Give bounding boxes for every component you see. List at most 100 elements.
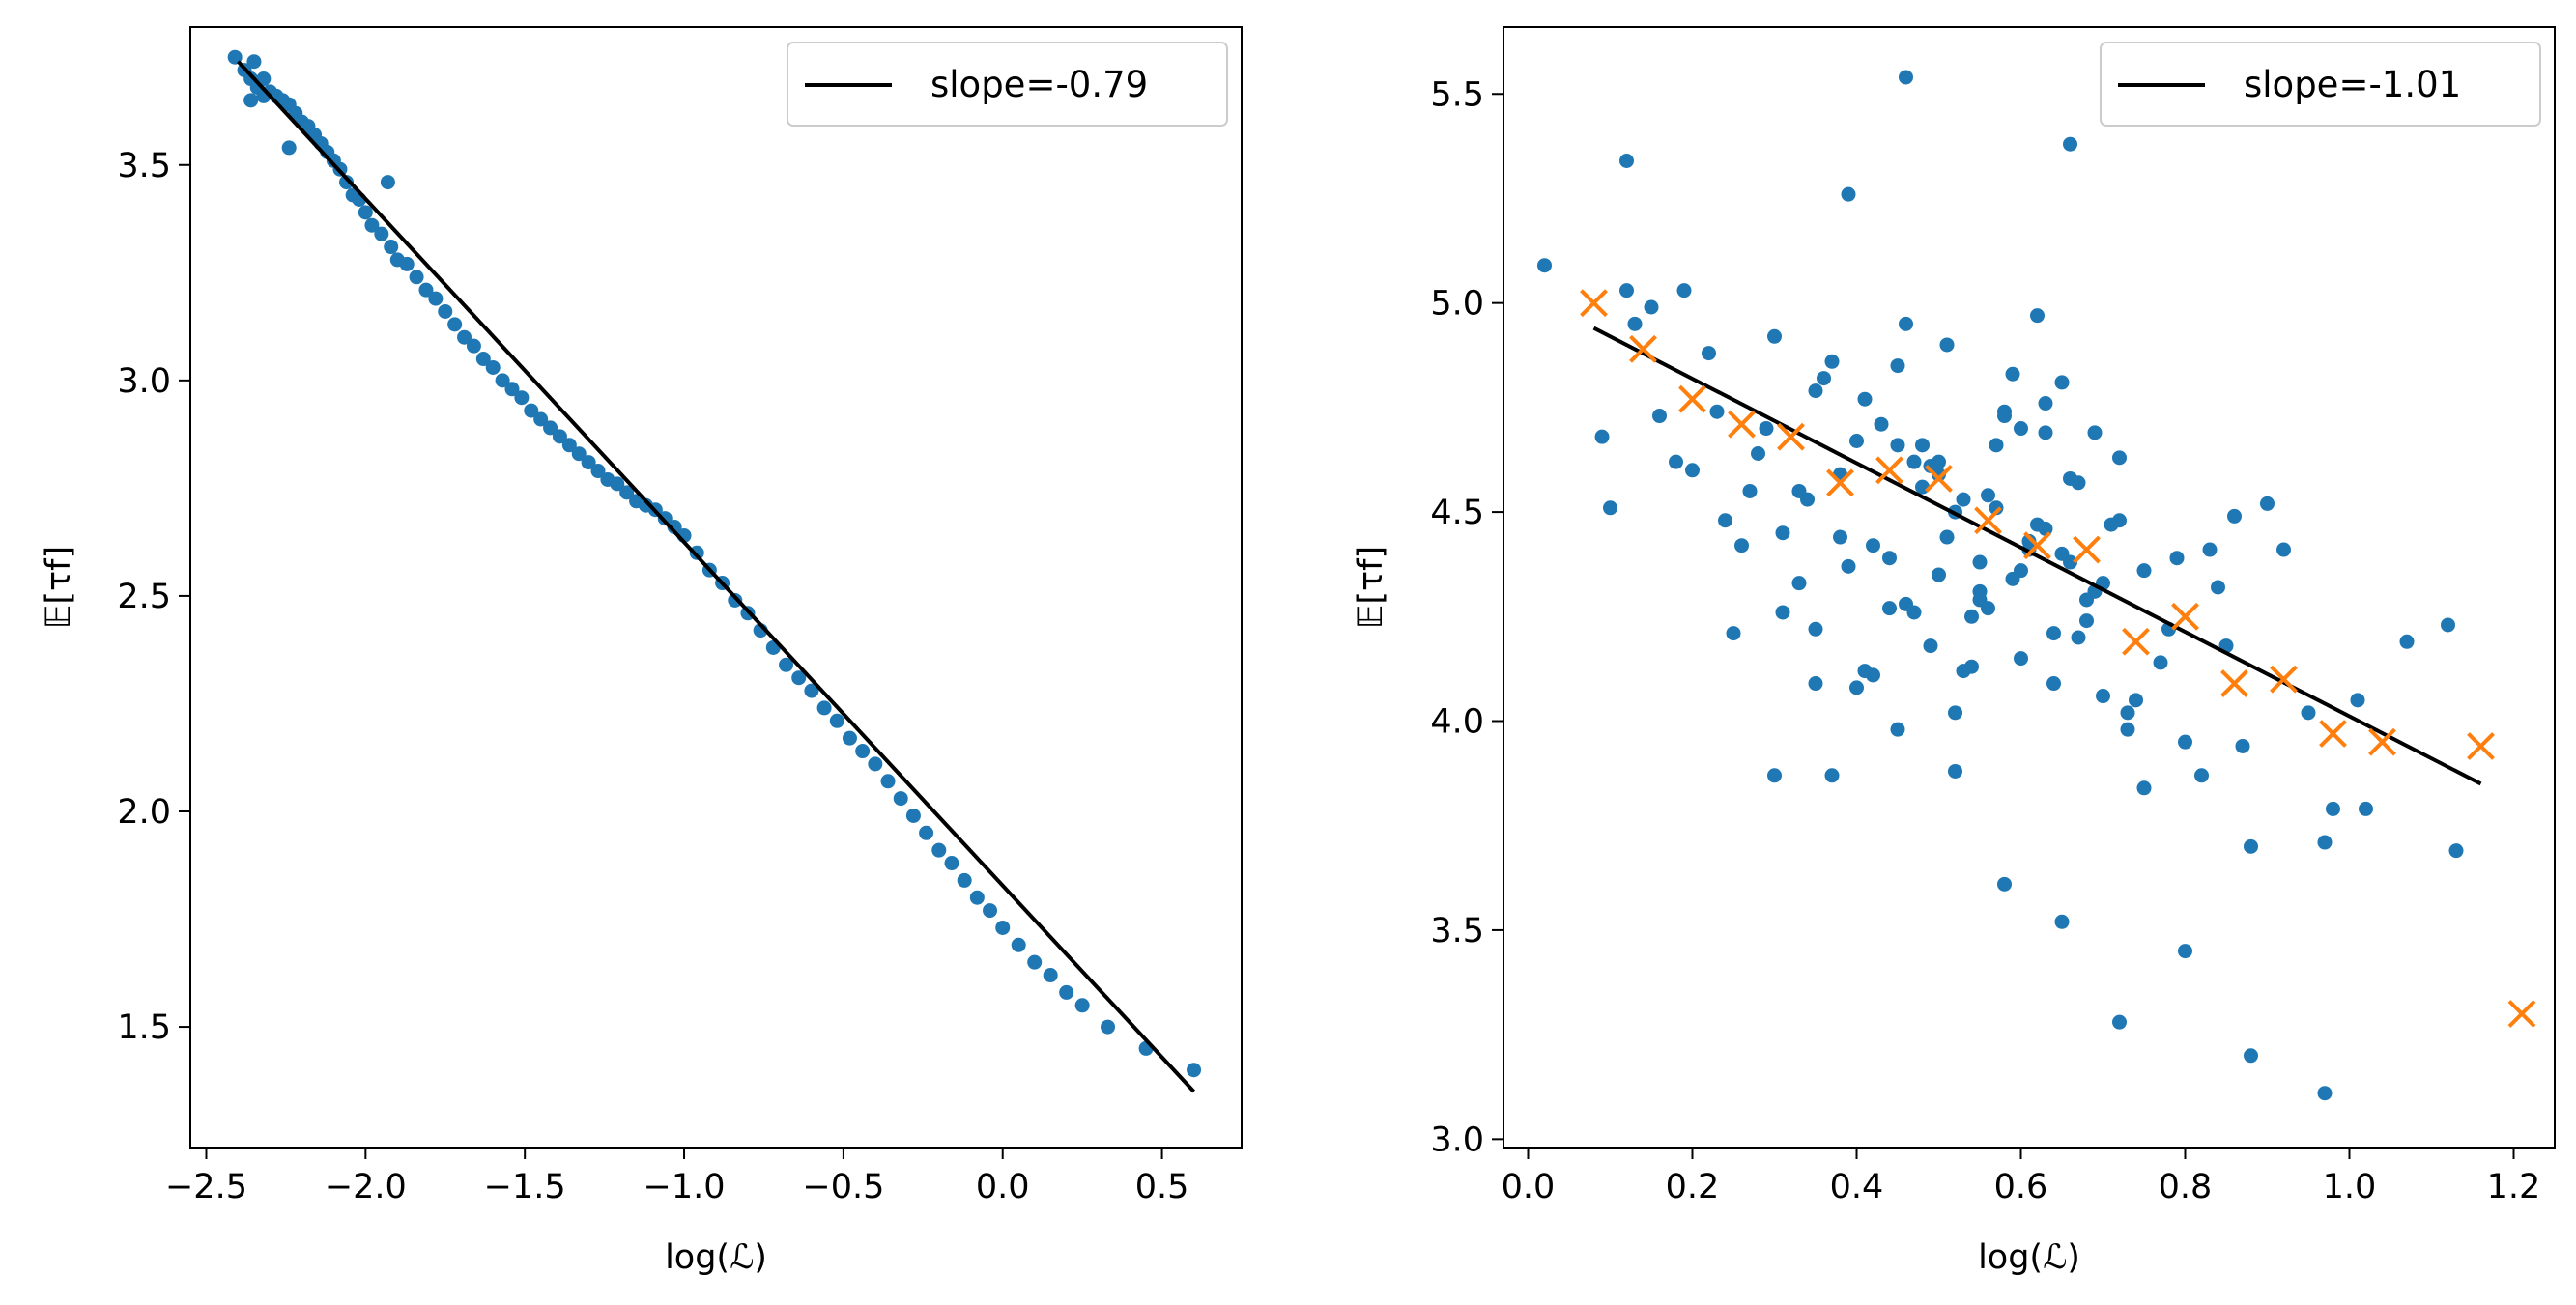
right-data-point (1989, 500, 2004, 516)
right-data-point (1594, 429, 1610, 444)
right-data-point (2112, 1014, 2127, 1030)
right-chart: 0.0 0.2 0.4 0.6 0.8 1.0 1.2 3.0 3.5 4.0 4.5 5.0 5.5… (1352, 26, 2556, 1277)
left-data-point (995, 920, 1011, 935)
left-data-point (791, 670, 807, 686)
left-data-point (1059, 984, 1074, 1000)
right-x-tick-label: 1.0 (2323, 1168, 2377, 1206)
right-data-point (2087, 425, 2103, 440)
right-data-point (2350, 693, 2365, 708)
right-data-point (1939, 529, 1955, 545)
right-data-point (1948, 705, 1962, 721)
left-data-point (804, 683, 819, 698)
right-binned-mean-marker (1875, 456, 1903, 485)
left-y-tick-label: 3.0 (117, 362, 171, 401)
right-data-point (2317, 835, 2333, 850)
left-y-ticks: 1.5 2.0 2.5 3.0 3.5 (117, 147, 190, 1047)
right-y-tick-label: 4.0 (1430, 703, 1484, 742)
left-data-point (1187, 1063, 1202, 1078)
right-data-point (1817, 371, 1831, 386)
right-data-point (2194, 768, 2209, 783)
right-data-point (2441, 617, 2455, 633)
left-axes-frame (189, 26, 1243, 1149)
left-data-point (533, 411, 549, 427)
right-binned-mean-marker (2122, 627, 2150, 656)
right-data-point (2399, 634, 2415, 649)
left-data-point (905, 808, 921, 823)
right-data-point (1932, 454, 1946, 469)
left-data-point (409, 270, 424, 285)
left-x-tick-label: −1.5 (484, 1168, 566, 1206)
right-data-point (2276, 542, 2291, 557)
left-data-point (438, 303, 453, 319)
right-data-point (1603, 500, 1617, 516)
right-data-point (2014, 651, 2028, 667)
right-binned-mean-marker (1580, 289, 1608, 318)
left-data-point (868, 756, 883, 772)
right-data-point (2079, 613, 2094, 629)
right-data-point (1791, 576, 1807, 591)
right-data-point (1899, 316, 1913, 331)
left-data-point (829, 713, 844, 728)
right-data-point (1923, 638, 1938, 654)
right-legend-label: slope=-1.01 (2244, 64, 2461, 105)
right-data-point (1890, 438, 1905, 453)
left-data-point (1011, 937, 1026, 952)
right-data-point (1972, 554, 1988, 570)
right-data-point (1676, 283, 1692, 298)
right-data-point (1726, 626, 1741, 641)
right-data-point (2038, 425, 2053, 440)
right-data-point (2112, 450, 2127, 466)
right-data-point (1915, 438, 1930, 453)
right-data-point (1702, 346, 1716, 361)
left-x-tick-label: −1.0 (644, 1168, 726, 1206)
right-data-point (2014, 421, 2028, 437)
right-binned-mean-marker (2171, 602, 2199, 631)
right-data-point (1685, 463, 1700, 478)
right-fit-line-group (1592, 326, 2482, 786)
right-y-ticks: 3.0 3.5 4.0 4.5 5.0 5.5 (1430, 75, 1503, 1159)
left-legend-label: slope=-0.79 (930, 64, 1148, 105)
right-data-point (1619, 283, 1634, 298)
right-data-point (1997, 876, 2012, 892)
right-data-point (2046, 676, 2061, 692)
right-data-point (1824, 354, 1840, 369)
left-data-point (281, 140, 297, 156)
right-data-point (1841, 186, 1856, 202)
right-data-point (1627, 316, 1643, 331)
left-data-point (457, 329, 472, 345)
right-data-point (2136, 780, 2152, 796)
left-data-point (1074, 998, 1090, 1013)
right-x-tick-label: 1.2 (2487, 1168, 2541, 1206)
right-legend-box (2100, 42, 2541, 127)
left-x-tick-label: 0.5 (1135, 1168, 1189, 1206)
right-plot-background (1503, 27, 2555, 1148)
right-data-point (2112, 513, 2127, 528)
right-data-point (1964, 659, 1979, 674)
right-y-tick-label: 5.0 (1430, 285, 1484, 324)
right-data-point (1759, 421, 1774, 437)
left-data-point (816, 700, 832, 716)
right-data-point (1734, 538, 1749, 553)
left-data-point (779, 657, 794, 672)
left-data-point (957, 872, 972, 888)
left-data-point (880, 774, 896, 789)
left-data-point (246, 54, 262, 70)
left-data-point (418, 282, 434, 298)
left-data-point (524, 403, 539, 418)
right-data-point (1890, 358, 1905, 374)
right-data-point (2071, 475, 2086, 491)
left-x-tick-label: −2.0 (325, 1168, 407, 1206)
right-data-point (1874, 416, 1889, 432)
right-data-point (1899, 70, 1913, 85)
right-data-point (2063, 136, 2077, 152)
right-data-point (2096, 689, 2110, 704)
right-data-point (2235, 738, 2250, 753)
right-binned-mean-marker (1777, 422, 1805, 451)
left-data-point (504, 382, 520, 397)
left-fit-line (236, 60, 1196, 1093)
right-data-point (2178, 944, 2192, 959)
right-x-tick-label: 0.4 (1830, 1168, 1884, 1206)
left-data-point (893, 791, 908, 807)
left-data-point (610, 476, 625, 492)
right-x-tick-label: 0.8 (2159, 1168, 2213, 1206)
